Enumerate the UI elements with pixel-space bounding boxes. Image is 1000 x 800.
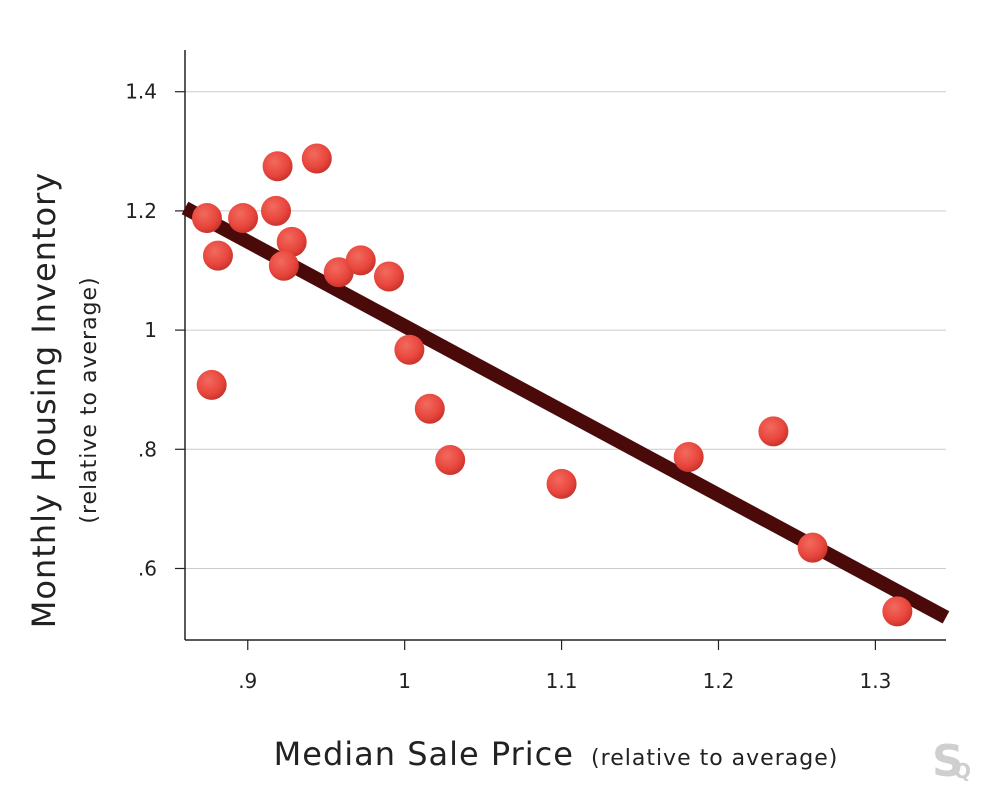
data-point [435,445,466,476]
y-tick-label: .8 [138,437,157,461]
axes [184,50,946,641]
y-tick-label: 1 [144,318,157,342]
data-point [228,203,259,234]
data-point [414,393,445,424]
data-points [191,143,913,627]
data-point [394,334,425,365]
y-tick-label: 1.2 [125,199,157,223]
y-axis-note: (relative to average) [77,276,102,523]
data-point [191,203,222,234]
data-point [758,416,789,447]
data-point [882,596,913,627]
data-point [546,468,577,499]
data-point [373,261,404,292]
data-point [202,240,233,271]
y-tick-labels: .6 .8 1 1.2 1.4 [125,80,185,580]
x-axis-note: (relative to average) [591,746,838,771]
y-axis-title: Monthly Housing Inventory (relative to a… [25,172,102,628]
x-tick-label: 1 [398,669,411,693]
x-axis-title-text: Median Sale Price (relative to average) [274,735,839,773]
x-tick-label: 1.2 [703,669,735,693]
data-point [276,226,307,257]
trendline [181,201,950,624]
gridlines [185,91,946,569]
x-tick-label: 1.3 [859,669,891,693]
data-point [345,245,376,276]
x-tick-label: .9 [238,669,257,693]
logo-letter-small: Q [954,759,971,783]
logo-letter-big: S [932,736,964,787]
trendline-group [181,201,950,624]
brand-logo: S Q [932,736,971,787]
data-point [301,143,332,174]
data-point [261,195,292,226]
x-axis-title: Median Sale Price (relative to average) [274,735,839,773]
data-point [262,151,293,182]
y-tick-label: 1.4 [125,80,157,104]
y-axis-label: Monthly Housing Inventory [25,172,63,628]
x-tick-label: 1.1 [546,669,578,693]
data-point [196,369,227,400]
x-axis-label: Median Sale Price [274,735,574,773]
data-point [797,532,828,563]
data-point [268,250,299,281]
data-point [673,442,704,473]
y-tick-label: .6 [138,556,157,580]
data-point [323,257,354,288]
x-tick-labels: .9 1 1.1 1.2 1.3 [238,640,891,693]
